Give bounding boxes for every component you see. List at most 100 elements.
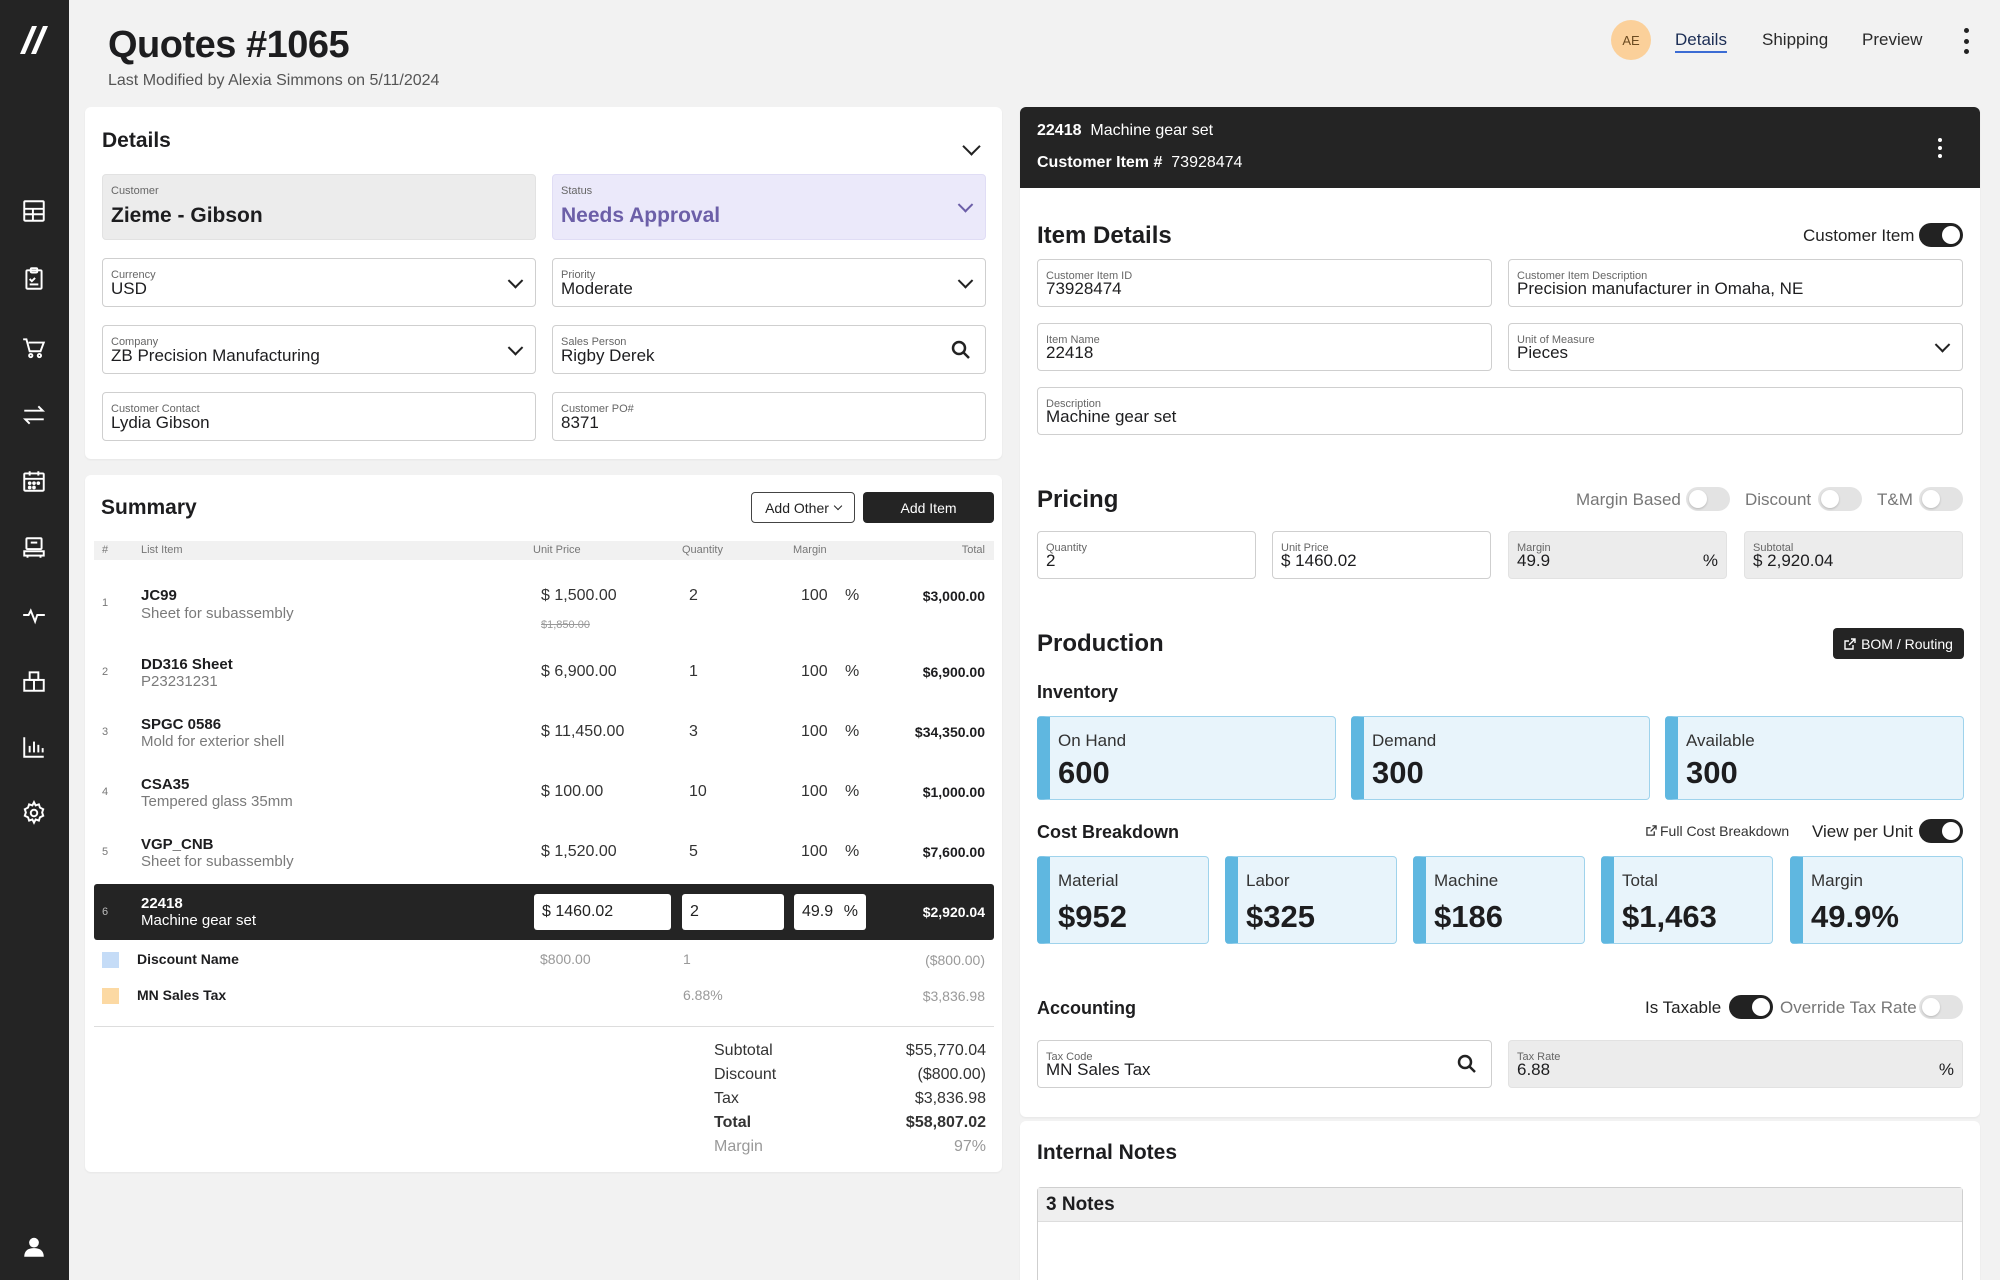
activity-icon[interactable] (19, 600, 49, 630)
tax-code-field[interactable]: Tax Code MN Sales Tax (1037, 1040, 1492, 1088)
discount-value: ($800.00) (917, 1066, 987, 1083)
machine-icon[interactable] (19, 533, 49, 563)
table-header: # List Item Unit Price Quantity Margin T… (94, 541, 994, 560)
unit-price-input[interactable]: $ 1460.02 (534, 894, 671, 930)
table-row[interactable]: 3 SPGC 0586 Mold for exterior shell $ 11… (102, 716, 985, 750)
clipboard-icon[interactable] (19, 264, 49, 294)
company-select[interactable]: Company ZB Precision Manufacturing (102, 325, 536, 374)
sales-person-field[interactable]: Sales Person Rigby Derek (552, 325, 986, 374)
full-cost-breakdown-link[interactable]: Full Cost Breakdown (1646, 823, 1789, 839)
dashboard-icon[interactable] (19, 196, 49, 226)
quantity-input[interactable]: 2 (682, 894, 784, 930)
tab-details[interactable]: Details (1675, 30, 1727, 49)
inventory-title: Inventory (1037, 682, 1119, 702)
collapse-chevron-icon[interactable] (962, 137, 981, 156)
calendar-icon[interactable] (19, 466, 49, 496)
customer-contact-field[interactable]: Customer Contact Lydia Gibson (102, 392, 536, 441)
cart-icon[interactable] (19, 333, 49, 363)
tax-row[interactable]: MN Sales Tax 6.88% $3,836.98 (94, 984, 994, 1008)
description-field[interactable]: Description Machine gear set (1037, 387, 1963, 435)
chevron-down-icon (507, 272, 524, 289)
item-details-title: Item Details (1037, 222, 1172, 249)
labor-cost-card: Labor $325 (1225, 856, 1397, 944)
machine-cost-card: Machine $186 (1413, 856, 1585, 944)
customer-item-id-field[interactable]: Customer Item ID 73928474 (1037, 259, 1492, 307)
sidebar (0, 0, 69, 1280)
summary-title: Summary (101, 496, 197, 519)
settings-icon[interactable] (19, 798, 49, 828)
discount-row[interactable]: Discount Name $800.00 1 ($800.00) (94, 948, 994, 972)
tab-preview[interactable]: Preview (1862, 30, 1923, 49)
tax-value: $3,836.98 (914, 1090, 986, 1107)
chevron-down-icon (957, 197, 974, 213)
chevron-down-icon (833, 501, 843, 510)
material-cost-card: Material $952 (1037, 856, 1209, 944)
page-title: Quotes #1065 (108, 24, 350, 66)
view-per-unit-toggle[interactable] (1919, 819, 1963, 843)
demand-card: Demand 300 (1351, 716, 1650, 800)
item-header: 22418 Machine gear set Customer Item # 7… (1020, 107, 1980, 188)
external-link-icon (1646, 825, 1657, 836)
cost-breakdown-title: Cost Breakdown (1037, 822, 1180, 842)
unit-of-measure-select[interactable]: Unit of Measure Pieces (1508, 323, 1963, 371)
last-modified: Last Modified by Alexia Simmons on 5/11/… (108, 72, 440, 89)
chevron-down-icon (1934, 337, 1951, 353)
notes-box[interactable]: 3 Notes (1037, 1187, 1963, 1280)
table-row[interactable]: 5 VGP_CNB Sheet for subassembly $ 1,520.… (102, 836, 985, 870)
margin-value: 97% (953, 1138, 986, 1155)
margin-based-toggle[interactable] (1686, 487, 1730, 511)
search-icon[interactable] (951, 340, 971, 360)
total-value: $58,807.02 (905, 1114, 986, 1131)
pricing-quantity-field[interactable]: Quantity 2 (1037, 531, 1256, 579)
table-row-selected[interactable]: 6 22418 Machine gear set $ 1460.02 2 49.… (94, 884, 994, 940)
avatar[interactable]: AE (1611, 20, 1651, 60)
override-tax-rate-toggle[interactable] (1919, 995, 1963, 1019)
item-name-field[interactable]: Item Name 22418 (1037, 323, 1492, 371)
customer-item-description-field[interactable]: Customer Item Description Precision manu… (1508, 259, 1963, 307)
customer-po-field[interactable]: Customer PO# 8371 (552, 392, 986, 441)
pricing-unit-price-field[interactable]: Unit Price $ 1460.02 (1272, 531, 1491, 579)
discount-toggle[interactable] (1818, 487, 1862, 511)
notes-count: 3 Notes (1038, 1188, 1962, 1222)
tab-shipping[interactable]: Shipping (1762, 30, 1829, 49)
status-select[interactable]: Status Needs Approval (552, 174, 986, 240)
chevron-down-icon (957, 272, 974, 289)
accounting-title: Accounting (1037, 998, 1136, 1018)
table-row[interactable]: 1 JC99 Sheet for subassembly $ 1,500.00 … (102, 587, 985, 631)
customer-field[interactable]: Customer Zieme - Gibson (102, 174, 536, 240)
details-panel: Details Customer Zieme - Gibson Status N… (85, 107, 1002, 459)
inventory-icon[interactable] (19, 666, 49, 696)
total-cost-card: Total $1,463 (1601, 856, 1773, 944)
transfer-icon[interactable] (19, 400, 49, 430)
currency-select[interactable]: Currency USD (102, 258, 536, 307)
external-link-icon (1844, 637, 1856, 650)
tax-swatch (102, 988, 119, 1004)
available-card: Available 300 (1665, 716, 1964, 800)
item-menu-icon[interactable] (1938, 138, 1944, 158)
add-item-button[interactable]: Add Item (863, 492, 994, 523)
bom-routing-button[interactable]: BOM / Routing (1833, 628, 1964, 659)
details-title: Details (102, 129, 171, 152)
discount-swatch (102, 952, 119, 968)
tm-toggle[interactable] (1919, 487, 1963, 511)
add-other-button[interactable]: Add Other (751, 492, 855, 523)
user-icon[interactable] (19, 1232, 49, 1262)
summary-panel: Summary Add Other Add Item (85, 475, 1002, 1172)
customer-item-toggle[interactable] (1919, 223, 1963, 247)
chevron-down-icon (507, 339, 524, 356)
table-row[interactable]: 2 DD316 Sheet P23231231 $ 6,900.00 1 100… (102, 656, 985, 690)
production-title: Production (1037, 630, 1164, 657)
is-taxable-toggle[interactable] (1729, 995, 1773, 1019)
more-menu-icon[interactable] (1960, 28, 1972, 54)
search-icon[interactable] (1457, 1054, 1477, 1074)
tax-rate-field: Tax Rate 6.88 % (1508, 1040, 1963, 1088)
table-row[interactable]: 4 CSA35 Tempered glass 35mm $ 100.00 10 … (102, 776, 985, 810)
internal-notes-title: Internal Notes (1037, 1141, 1178, 1164)
pricing-margin-field: Margin 49.9 % (1508, 531, 1727, 579)
margin-input[interactable]: 49.9 % (794, 894, 866, 930)
chart-icon[interactable] (19, 732, 49, 762)
logo-icon[interactable] (16, 22, 52, 58)
priority-select[interactable]: Priority Moderate (552, 258, 986, 307)
pricing-title: Pricing (1037, 486, 1119, 513)
divider (94, 1026, 994, 1027)
